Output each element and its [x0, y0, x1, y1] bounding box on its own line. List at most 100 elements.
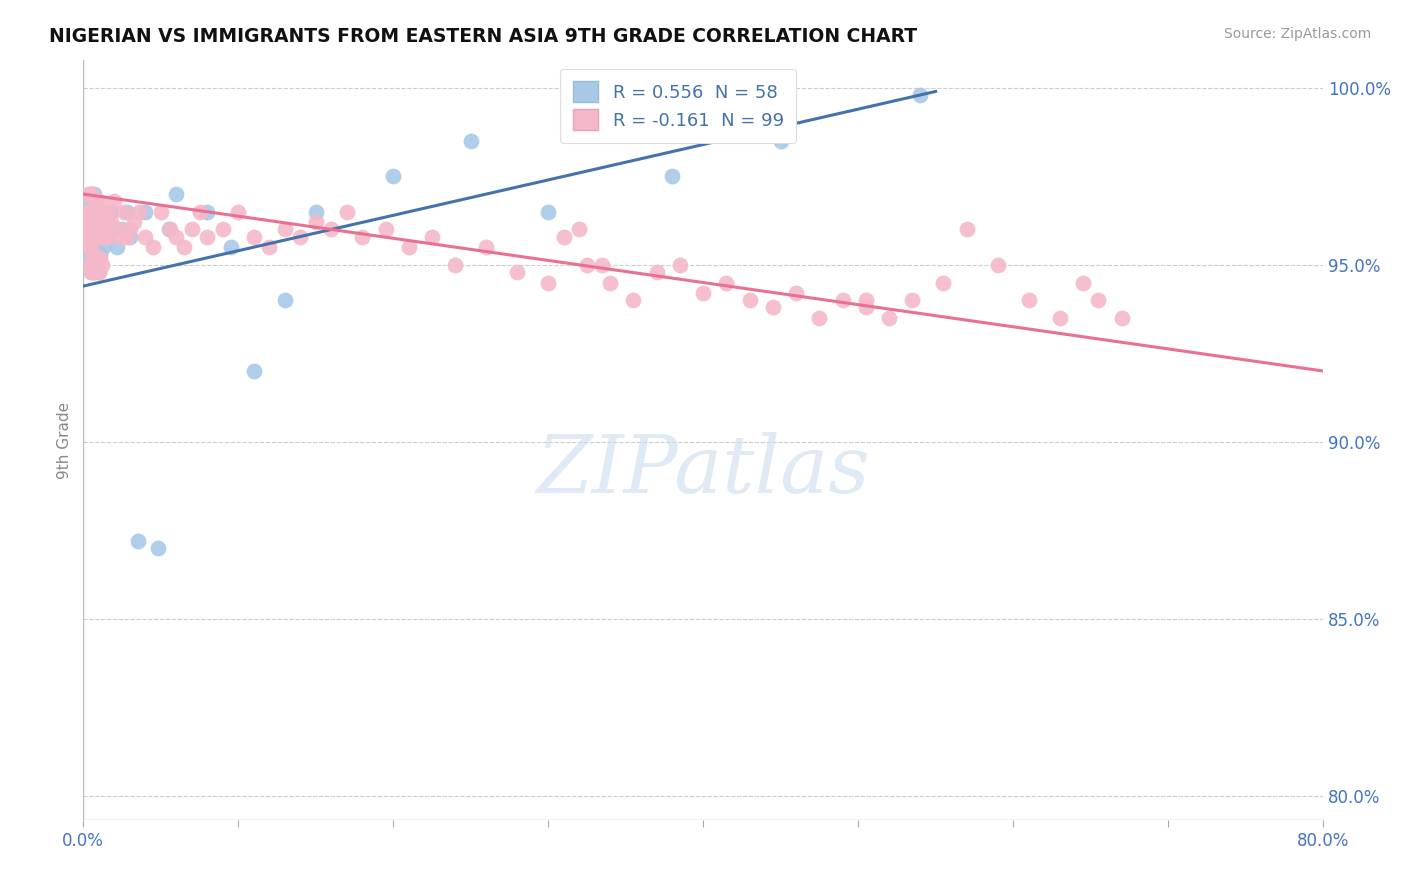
Point	[80, 215, 103, 229]
Point	[321, 222, 343, 236]
Point	[537, 276, 560, 290]
Point	[575, 258, 598, 272]
Point	[553, 229, 575, 244]
Point	[82, 251, 104, 265]
Point	[93, 204, 115, 219]
Text: ZIPatlas: ZIPatlas	[537, 432, 870, 509]
Point	[96, 229, 118, 244]
Point	[87, 222, 110, 236]
Point	[118, 229, 141, 244]
Point	[537, 204, 560, 219]
Legend: R = 0.556  N = 58, R = -0.161  N = 99: R = 0.556 N = 58, R = -0.161 N = 99	[561, 69, 796, 143]
Point	[336, 204, 359, 219]
Point	[274, 293, 297, 308]
Point	[82, 204, 104, 219]
Point	[290, 229, 312, 244]
Point	[93, 204, 115, 219]
Point	[93, 229, 115, 244]
Point	[195, 229, 218, 244]
Point	[305, 204, 328, 219]
Point	[115, 229, 138, 244]
Point	[1071, 276, 1094, 290]
Point	[769, 134, 792, 148]
Point	[79, 258, 101, 272]
Point	[77, 187, 100, 202]
Point	[506, 265, 529, 279]
Point	[259, 240, 281, 254]
Point	[932, 276, 955, 290]
Text: NIGERIAN VS IMMIGRANTS FROM EASTERN ASIA 9TH GRADE CORRELATION CHART: NIGERIAN VS IMMIGRANTS FROM EASTERN ASIA…	[49, 27, 917, 45]
Point	[157, 222, 180, 236]
Point	[219, 240, 242, 254]
Point	[80, 187, 103, 202]
Point	[242, 229, 264, 244]
Point	[159, 222, 181, 236]
Point	[118, 222, 141, 236]
Point	[180, 222, 202, 236]
Point	[73, 247, 96, 261]
Point	[692, 286, 714, 301]
Point	[112, 204, 135, 219]
Point	[134, 204, 156, 219]
Point	[82, 229, 104, 244]
Point	[103, 194, 125, 209]
Point	[165, 187, 187, 202]
Point	[115, 204, 138, 219]
Point	[211, 222, 233, 236]
Point	[77, 240, 100, 254]
Point	[84, 222, 107, 236]
Point	[89, 222, 111, 236]
Point	[669, 258, 692, 272]
Point	[785, 286, 807, 301]
Point	[89, 247, 111, 261]
Point	[374, 222, 396, 236]
Point	[84, 233, 107, 247]
Point	[89, 215, 111, 229]
Point	[352, 229, 374, 244]
Point	[80, 240, 103, 254]
Point	[195, 204, 218, 219]
Point	[87, 194, 110, 209]
Point	[86, 247, 108, 261]
Point	[901, 293, 924, 308]
Point	[188, 204, 211, 219]
Point	[73, 222, 96, 236]
Point	[93, 240, 115, 254]
Point	[86, 229, 108, 244]
Point	[460, 134, 482, 148]
Point	[956, 222, 979, 236]
Point	[475, 240, 498, 254]
Point	[855, 293, 877, 308]
Point	[111, 222, 134, 236]
Point	[83, 265, 105, 279]
Point	[80, 187, 103, 202]
Point	[98, 222, 121, 236]
Point	[83, 187, 105, 202]
Point	[94, 215, 117, 229]
Point	[738, 293, 761, 308]
Point	[96, 229, 118, 244]
Point	[83, 215, 105, 229]
Point	[75, 229, 97, 244]
Point	[84, 251, 107, 265]
Point	[149, 204, 172, 219]
Point	[305, 215, 328, 229]
Point	[100, 204, 122, 219]
Point	[134, 229, 156, 244]
Point	[592, 258, 614, 272]
Point	[142, 240, 165, 254]
Point	[105, 240, 128, 254]
Point	[77, 222, 100, 236]
Point	[908, 87, 931, 102]
Point	[110, 229, 132, 244]
Point	[762, 301, 785, 315]
Point	[128, 204, 150, 219]
Point	[83, 240, 105, 254]
Point	[1018, 293, 1040, 308]
Point	[79, 194, 101, 209]
Point	[855, 301, 877, 315]
Point	[80, 265, 103, 279]
Point	[173, 240, 195, 254]
Point	[398, 240, 420, 254]
Point	[75, 215, 97, 229]
